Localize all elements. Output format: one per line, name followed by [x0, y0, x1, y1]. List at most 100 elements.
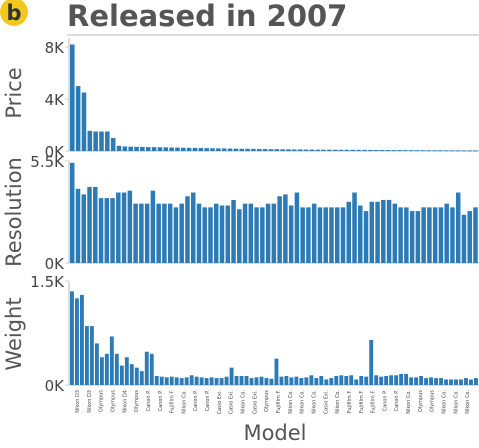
bar: [319, 375, 324, 385]
x-tick-label: Olympus: [99, 390, 105, 412]
bar: [384, 375, 389, 385]
bar: [169, 147, 174, 151]
bar: [409, 211, 415, 263]
bar: [234, 375, 239, 385]
bar: [288, 205, 294, 263]
weight-panel: 1.5K 0K Weight: [2, 273, 479, 395]
bar: [262, 149, 268, 151]
bar: [121, 192, 127, 263]
x-tick-label: Nikon Co.: [311, 390, 317, 414]
bar: [134, 367, 139, 385]
bar: [309, 149, 315, 151]
x-tick-label: Canon P.: [193, 390, 199, 412]
bar: [104, 353, 109, 385]
bar: [339, 375, 344, 385]
bar: [210, 148, 215, 151]
price-panel: 8K 4K 0K Price: [2, 38, 479, 161]
bar: [98, 198, 104, 263]
bar: [375, 201, 380, 263]
bar: [332, 149, 338, 151]
panel-badge: [0, 0, 28, 26]
bar: [129, 364, 134, 385]
y-tick-label: 0K: [45, 377, 66, 395]
bar: [455, 192, 461, 263]
bar: [70, 44, 75, 151]
bar: [429, 377, 434, 385]
bar: [444, 379, 448, 385]
y-tick-label: 1.5K: [30, 273, 65, 291]
bar: [179, 203, 184, 263]
bar: [394, 375, 399, 385]
y-axis-label: Price: [2, 67, 26, 118]
bar: [467, 150, 472, 152]
bar: [179, 378, 184, 385]
bar: [449, 379, 453, 385]
bar: [449, 150, 455, 152]
bar: [225, 205, 231, 263]
bar: [239, 375, 244, 385]
bar: [139, 371, 144, 385]
x-tick-label: Olympus: [430, 390, 436, 412]
bar: [469, 379, 473, 385]
bar: [300, 207, 305, 263]
bar: [81, 92, 87, 151]
bar: [311, 203, 317, 263]
bar: [260, 207, 265, 263]
bar: [202, 207, 207, 263]
bar: [219, 205, 225, 263]
bar: [356, 149, 361, 151]
x-tick-label: Fujifilm F.: [347, 390, 353, 414]
bar: [306, 207, 311, 263]
bar: [392, 203, 398, 263]
x-tick-label: Nikon Co.: [288, 390, 294, 414]
bar: [271, 203, 277, 263]
x-tick-label: Fujifilm F.: [170, 390, 176, 414]
bar: [439, 378, 443, 385]
bar: [186, 147, 192, 151]
bar: [198, 148, 204, 151]
bar: [364, 376, 369, 385]
bar: [128, 146, 133, 151]
bar: [154, 375, 159, 385]
bar: [185, 196, 190, 263]
x-tick-label: Olympus: [418, 390, 424, 412]
bar: [344, 375, 349, 385]
bar: [473, 207, 478, 263]
x-tick-label: Nikon Co.: [406, 390, 412, 414]
bar: [116, 192, 121, 263]
bar: [105, 131, 110, 151]
x-tick-label: Fujifilm F.: [276, 390, 282, 414]
y-tick-label: 4K: [45, 91, 66, 109]
x-tick-label: Nikon D3: [87, 390, 93, 413]
bar: [450, 207, 455, 263]
bar: [277, 196, 282, 263]
bar: [408, 150, 414, 151]
bar: [254, 207, 259, 263]
bar: [164, 377, 169, 385]
bar: [443, 150, 449, 152]
y-tick-label: 0K: [45, 255, 66, 273]
bar: [421, 207, 426, 263]
bar: [346, 201, 351, 263]
resolution-panel: 5.5K 0K Resolution: [2, 153, 479, 273]
bar: [175, 147, 180, 151]
x-tick-label: Nikon Co.: [453, 390, 459, 414]
bar: [358, 205, 363, 263]
bar: [70, 291, 74, 385]
bar: [461, 214, 467, 263]
bar: [242, 203, 248, 263]
bar: [279, 376, 284, 385]
bar: [379, 376, 384, 385]
y-axis-label: Weight: [2, 297, 26, 370]
bar: [93, 131, 98, 151]
x-tick-label: Nikon Co.: [335, 390, 341, 414]
x-tick-label: Nikon D4: [122, 390, 128, 413]
bar: [404, 373, 409, 385]
bar: [381, 199, 386, 263]
bar: [99, 357, 104, 385]
x-tick-label: Nikon D3: [75, 390, 81, 413]
bar: [274, 149, 280, 151]
bar: [144, 351, 149, 385]
bar: [124, 357, 129, 385]
